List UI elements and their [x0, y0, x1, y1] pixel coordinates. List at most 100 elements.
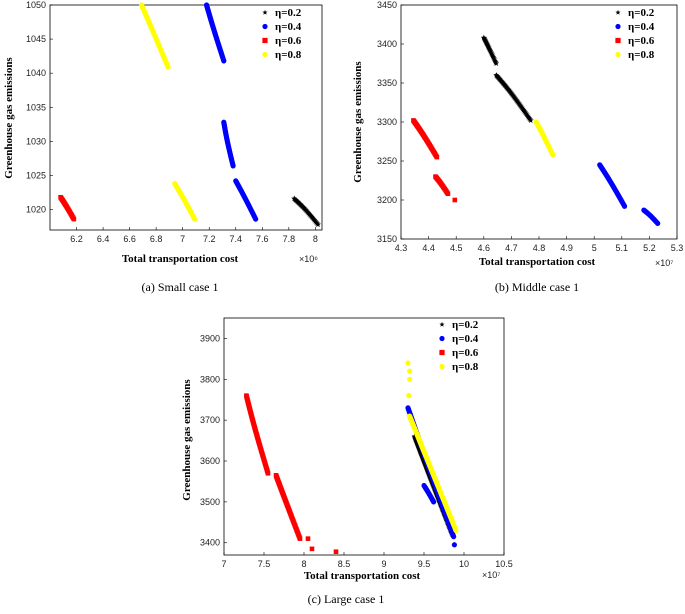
series-η=0.4	[597, 162, 661, 226]
data-point	[302, 206, 309, 212]
data-point	[509, 92, 516, 98]
y-axis-label: Greenhouse gas emissions	[181, 379, 193, 501]
data-point	[510, 93, 517, 99]
data-point	[314, 220, 321, 226]
data-point	[526, 116, 533, 122]
y-tick-label: 3300	[377, 117, 397, 127]
x-tick-label: 7.5	[258, 559, 271, 569]
x-tick-label: 9.5	[418, 559, 431, 569]
y-tick-label: 3600	[200, 456, 220, 466]
series-η=0.2	[291, 195, 321, 228]
x-tick-label: 5	[592, 243, 597, 253]
x-tick-label: 8	[301, 559, 306, 569]
x-axis-label: Total transportation cost	[304, 570, 421, 582]
data-point	[519, 105, 526, 112]
data-point	[526, 114, 533, 121]
data-point	[299, 203, 306, 209]
data-point	[307, 211, 314, 218]
legend-marker	[439, 335, 445, 342]
data-point	[405, 360, 411, 366]
data-point	[300, 204, 307, 211]
legend-label: η=0.8	[452, 361, 479, 373]
y-tick-label: 3900	[200, 333, 220, 343]
data-point	[333, 549, 339, 555]
data-point	[511, 94, 518, 100]
legend-label: η=0.2	[452, 319, 479, 331]
x-tick-label: 8	[313, 234, 318, 244]
y-tick-label: 3450	[377, 0, 397, 10]
x-axis-label: Total transportation cost	[122, 253, 239, 265]
x-tick-label: 5.3	[671, 243, 684, 253]
data-point	[515, 100, 522, 106]
legend-marker	[439, 321, 445, 327]
data-point	[517, 102, 524, 109]
data-point	[490, 55, 497, 61]
series-η=0.8	[533, 119, 556, 158]
data-point	[527, 117, 534, 123]
data-point	[431, 499, 437, 505]
x-multiplier: ×10⁷	[655, 258, 674, 268]
y-tick-label: 1050	[26, 0, 46, 10]
y-tick-label: 3400	[200, 538, 220, 548]
x-tick-label: 10	[459, 559, 469, 569]
y-tick-label: 3800	[200, 374, 220, 384]
data-point	[522, 110, 529, 116]
data-point	[407, 376, 413, 382]
data-point	[524, 112, 531, 119]
legend-marker	[615, 23, 621, 30]
x-tick-label: 9	[381, 559, 386, 569]
data-point	[491, 56, 498, 63]
x-multiplier: ×10⁶	[299, 254, 318, 264]
y-tick-label: 1045	[26, 34, 46, 44]
data-point	[313, 219, 320, 225]
data-point	[518, 104, 525, 111]
data-point	[305, 536, 311, 541]
data-point	[308, 212, 314, 219]
data-point	[514, 98, 521, 104]
data-point	[492, 57, 498, 64]
legend-marker	[439, 349, 445, 356]
series-η=0.8	[405, 360, 459, 534]
x-tick-label: 7.4	[229, 234, 242, 244]
panel-small: 6.2 6.4 6.6 6.8 7 7.2 7.4 7.6 7.8 8 1020 1025 1030 10…	[3, 0, 323, 294]
data-point	[311, 217, 318, 223]
legend-label: η=0.6	[275, 35, 302, 47]
data-point	[451, 542, 457, 548]
y-tick-label: 3150	[377, 234, 397, 244]
x-tick-label: 4.7	[505, 243, 518, 253]
data-point	[655, 220, 661, 226]
data-point	[509, 91, 516, 97]
legend-label: η=0.8	[275, 49, 302, 61]
series-η=0.8	[138, 2, 198, 222]
y-tick-label: 1020	[26, 205, 46, 215]
legend-label: η=0.6	[452, 347, 479, 359]
legend-label: η=0.6	[628, 35, 655, 47]
y-axis-label: Greenhouse gas emissions	[352, 61, 364, 183]
legend-marker	[262, 9, 268, 15]
data-point	[513, 97, 520, 103]
data-point	[305, 209, 312, 216]
y-tick-label: 3200	[377, 195, 397, 205]
y-tick-label: 1040	[26, 68, 46, 78]
caption-middle: (b) Middle case 1	[495, 280, 579, 294]
data-point	[297, 536, 303, 541]
y-tick-label: 1025	[26, 170, 46, 180]
data-point	[306, 210, 313, 217]
data-point	[621, 203, 628, 209]
data-point	[407, 368, 413, 374]
panel-large: 7 7.5 8 8.5 9 9.5 10 10.5 3400 3500 3600 3700 3800 39…	[181, 317, 513, 606]
y-tick-label: 3700	[200, 415, 220, 425]
y-axis-label: Greenhouse gas emissions	[3, 57, 15, 179]
x-tick-label: 10.5	[495, 559, 513, 569]
x-tick-label: 6.6	[123, 234, 136, 244]
data-point	[310, 216, 317, 222]
data-point	[406, 393, 412, 399]
legend: η=0.2 η=0.4 η=0.6 η=0.8	[439, 319, 479, 373]
data-point	[445, 191, 451, 197]
data-point	[507, 89, 514, 96]
plot-frame	[223, 317, 505, 556]
data-point	[230, 163, 236, 169]
y-tick-label: 3400	[377, 39, 397, 49]
data-point	[492, 59, 499, 65]
data-point	[512, 96, 519, 102]
